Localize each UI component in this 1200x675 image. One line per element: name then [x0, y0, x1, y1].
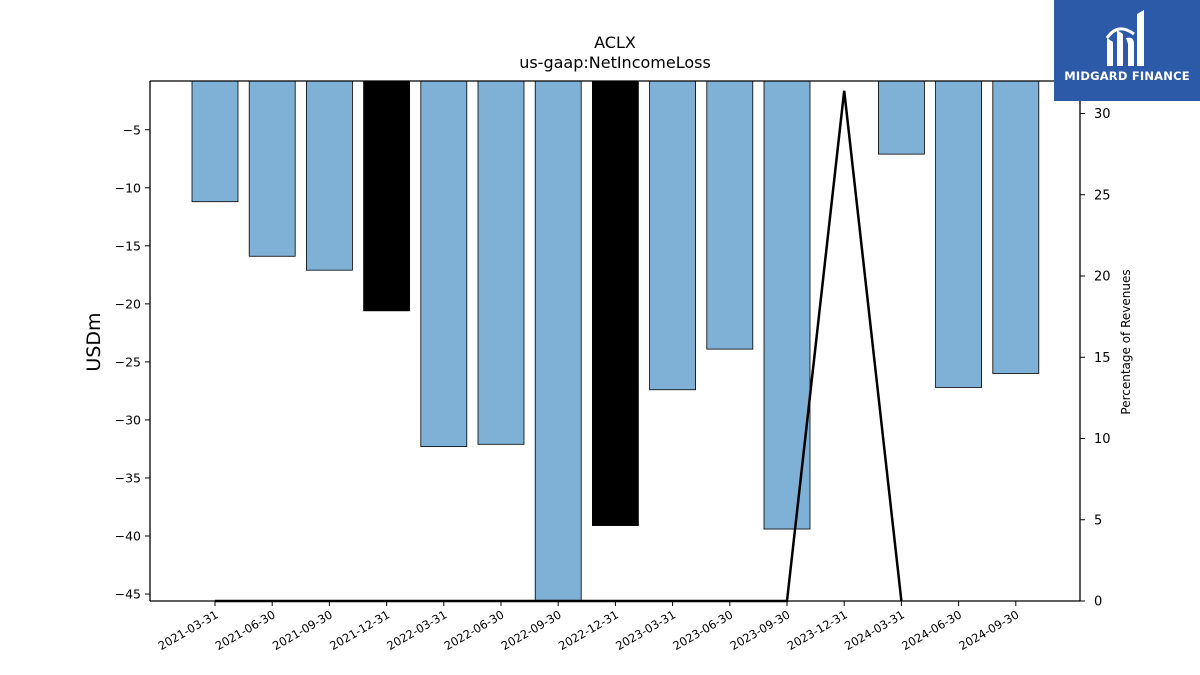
- y2-tick-label: 10: [1094, 432, 1111, 447]
- y2-ticks-group: 0 5 10 15 20 25 30: [1080, 107, 1111, 610]
- y2-tick-label: 20: [1094, 270, 1111, 285]
- chart-subtitle: us-gaap:NetIncomeLoss: [519, 53, 711, 72]
- bar: [305, 80, 353, 271]
- bars-group: [191, 80, 1040, 602]
- x-tick-label: 2022-06-30: [442, 607, 507, 653]
- bar: [592, 80, 639, 526]
- x-tick-label: 2021-06-30: [213, 607, 278, 653]
- x-tick-label: 2024-09-30: [956, 607, 1021, 653]
- y2-tick-label: 30: [1094, 107, 1111, 122]
- bar: [992, 80, 1040, 374]
- y2-tick-label: 5: [1094, 513, 1102, 528]
- x-tick-label: 2022-09-30: [499, 607, 564, 653]
- bar: [534, 80, 582, 602]
- x-tick-label: 2021-09-30: [270, 607, 335, 653]
- chart-title: ACLX: [594, 33, 636, 52]
- logo: MIDGARD FINANCE: [1054, 0, 1200, 101]
- bar: [935, 80, 982, 388]
- y-tick-label: −30: [115, 412, 141, 427]
- logo-text: MIDGARD FINANCE: [1064, 69, 1190, 83]
- y-tick-label: −10: [115, 180, 141, 195]
- bar: [706, 80, 754, 350]
- y-tick-label: −15: [115, 238, 141, 253]
- x-tick-label: 2023-12-31: [785, 607, 850, 653]
- y-axis-label: USDm: [83, 312, 105, 371]
- x-tick-label: 2021-12-31: [327, 607, 392, 653]
- bar: [649, 80, 696, 391]
- bar: [363, 80, 411, 312]
- x-tick-label: 2023-06-30: [670, 607, 735, 653]
- y-tick-label: −40: [115, 529, 141, 544]
- y-tick-label: −25: [115, 354, 141, 369]
- y-tick-label: −5: [123, 122, 141, 137]
- bar: [191, 80, 239, 203]
- y2-tick-label: 0: [1094, 595, 1102, 610]
- x-ticks-group: 2021-03-312021-06-302021-09-302021-12-31…: [156, 601, 1021, 653]
- x-tick-label: 2024-03-31: [842, 607, 907, 653]
- bar: [248, 80, 296, 257]
- y-tick-label: −35: [115, 470, 141, 485]
- y2-tick-label: 25: [1094, 188, 1111, 203]
- y-ticks-group: −5 −10 −15 −20 −25 −30 −35 −40 −45: [115, 122, 150, 602]
- y2-axis-label: Percentage of Revenues: [1119, 269, 1133, 414]
- x-tick-label: 2023-09-30: [728, 607, 793, 653]
- logo-mark-icon: [1105, 10, 1144, 66]
- y-tick-label: −20: [115, 296, 141, 311]
- y2-tick-label: 15: [1094, 351, 1111, 366]
- x-tick-label: 2022-12-31: [556, 607, 621, 653]
- bar: [878, 80, 925, 155]
- x-tick-label: 2022-03-31: [384, 607, 449, 653]
- x-tick-label: 2023-03-31: [613, 607, 678, 653]
- bar: [477, 80, 525, 445]
- x-tick-label: 2021-03-31: [156, 607, 221, 653]
- x-tick-label: 2024-06-30: [899, 607, 964, 653]
- bar: [420, 80, 468, 448]
- y-tick-label: −45: [115, 587, 141, 602]
